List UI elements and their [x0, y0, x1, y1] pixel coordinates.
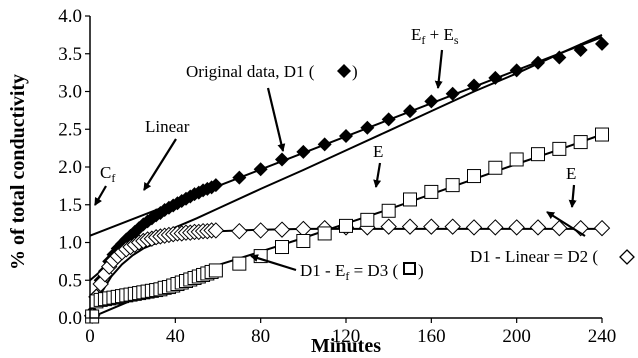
- series-0-point-30: [232, 170, 247, 185]
- series-1-point-42: [487, 219, 504, 236]
- y-tick-label: 2.5: [58, 119, 82, 140]
- series-2-point-35: [339, 218, 353, 233]
- series-2-point-32: [275, 240, 289, 255]
- label-d3-close: ): [418, 261, 424, 280]
- series-0-point-44: [531, 55, 545, 70]
- series-1-point-43: [508, 219, 525, 236]
- series-1-point-30: [231, 222, 248, 240]
- label-e-right: E: [566, 164, 576, 183]
- series-2-point-46: [573, 135, 588, 150]
- series-1-point-37: [380, 218, 397, 235]
- series-2-point-40: [445, 178, 460, 193]
- series-1-point-39: [423, 218, 440, 235]
- series-0-point-31: [253, 162, 268, 177]
- series-1-point-40: [444, 218, 461, 235]
- label-d2-symbol: [619, 249, 635, 265]
- series-2-point-43: [509, 152, 524, 167]
- label-d3: D1 - Ef = D3 ( ): [300, 261, 424, 283]
- series-2-point-45: [552, 141, 567, 156]
- series-0-point-33: [296, 144, 311, 159]
- series-0-point-47: [595, 36, 609, 51]
- y-tick-label: 4.0: [58, 6, 82, 27]
- label-d2-text: D1 - Linear = D2 (: [470, 247, 598, 266]
- x-tick-label: 160: [417, 326, 446, 347]
- label-original-data-text: Original data, D1 (: [186, 62, 315, 81]
- label-linear: Linear: [145, 117, 190, 136]
- series-2-point-37: [381, 203, 396, 218]
- x-axis-title: Minutes: [311, 335, 381, 357]
- arrow-d2: [546, 211, 586, 237]
- label-original-data-symbol: [337, 64, 351, 78]
- label-d2: D1 - Linear = D2 (: [470, 247, 635, 266]
- arrow-d3: [250, 254, 297, 272]
- series-0-point-42: [488, 70, 503, 85]
- axis-ticks: 0 40 80 120 160 200 240 0.0 0.5 1.0 1.5 2.0 2.5 3.0 3.…: [58, 6, 616, 347]
- label-original-data-close: ): [352, 62, 358, 81]
- label-efes: Ef + Es: [411, 25, 459, 47]
- label-e-mid: E: [373, 142, 383, 161]
- label-original-data: Original data, D1 ( ): [186, 62, 358, 81]
- series-2-point-33: [296, 233, 311, 248]
- y-tick-label: 2.0: [58, 157, 82, 178]
- label-d3-symbol: [403, 262, 416, 275]
- series-1-point-47: [593, 219, 611, 237]
- arrow-e-mid: [373, 162, 382, 188]
- series-0-point-43: [509, 63, 524, 78]
- arrow-original-data: [266, 87, 286, 152]
- series-2-point-47: [595, 127, 609, 142]
- series-2-point-39: [424, 184, 439, 199]
- series-2-point-30: [232, 256, 247, 271]
- series-2-point-29: [208, 263, 223, 278]
- y-tick-label: 3.0: [58, 82, 82, 103]
- x-tick-label: 240: [588, 326, 617, 347]
- annotation-arrows: [94, 49, 586, 272]
- x-tick-label: 80: [251, 326, 270, 347]
- series-1-point-38: [401, 218, 419, 235]
- arrow-cf: [94, 185, 107, 206]
- series-2-point-41: [467, 169, 481, 184]
- series-2-point-0: [85, 309, 100, 324]
- series-2-point-36: [360, 212, 375, 227]
- y-tick-label: 0.5: [58, 270, 82, 291]
- series-1-point-31: [252, 222, 269, 239]
- data-points: [83, 36, 611, 324]
- x-tick-label: 120: [332, 326, 361, 347]
- x-tick-label: 40: [166, 326, 185, 347]
- arrow-e-right: [568, 184, 577, 208]
- series-0-point-34: [317, 137, 332, 152]
- series-2-point-44: [531, 147, 545, 162]
- series-0-point-45: [552, 50, 567, 65]
- series-0-point-39: [424, 94, 439, 109]
- series-0-point-35: [339, 129, 353, 144]
- series-1-point-44: [529, 219, 547, 236]
- series-0-point-37: [381, 112, 396, 127]
- series-2-point-38: [403, 192, 417, 207]
- label-cf: Cf: [100, 163, 115, 185]
- series-2-point-34: [317, 226, 332, 241]
- series-0-point-40: [445, 86, 460, 101]
- y-tick-label: 1.0: [58, 233, 82, 254]
- series-2-point-42: [488, 160, 503, 175]
- x-tick-label: 0: [85, 326, 95, 347]
- series-1-point-29: [207, 222, 225, 239]
- series-0-point-41: [467, 78, 481, 93]
- arrow-linear: [143, 138, 177, 191]
- series-0-point-29: [208, 178, 223, 193]
- series-0-point-46: [573, 42, 588, 57]
- series-1-point-41: [465, 219, 483, 236]
- series-1-point-45: [551, 219, 568, 237]
- series-0-point-38: [403, 104, 417, 119]
- arrow-efes: [434, 49, 444, 89]
- y-axis-title: % of total conductivity: [7, 74, 29, 270]
- series-0-point-36: [360, 120, 375, 135]
- label-d3-text: D1 - Ef = D3 (: [300, 261, 398, 283]
- y-tick-label: 1.5: [58, 195, 82, 216]
- y-tick-label: 0.0: [58, 308, 82, 329]
- series-1-point-32: [273, 221, 291, 238]
- series-0-point-32: [275, 152, 289, 167]
- x-tick-label: 200: [502, 326, 531, 347]
- y-tick-label: 3.5: [58, 44, 82, 65]
